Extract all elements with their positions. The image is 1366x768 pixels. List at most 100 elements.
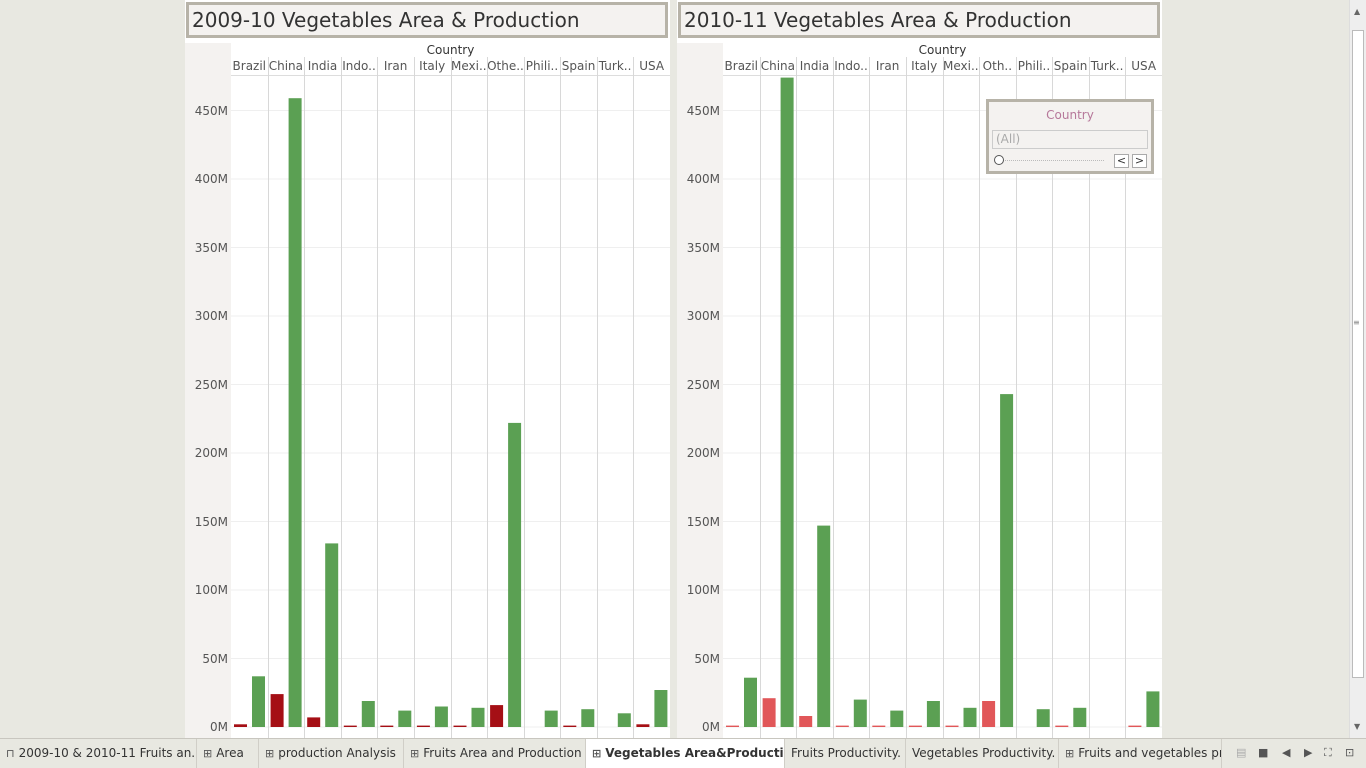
y-axis-area: [185, 43, 231, 738]
header-divider: [268, 57, 269, 76]
tab-fruits-vegetables[interactable]: ⊞ Fruits and vegetables pro: [1059, 739, 1222, 768]
previous-button[interactable]: <: [1114, 154, 1129, 168]
y-tick-label: 300M: [686, 309, 720, 323]
area-bar[interactable]: [270, 694, 284, 727]
filter-slider-handle[interactable]: [994, 155, 1004, 165]
area-bar[interactable]: [1055, 725, 1069, 727]
vertical-scrollbar[interactable]: ▲ ≡ ▼: [1349, 0, 1366, 738]
category-label: Mexi..: [450, 59, 487, 73]
production-bar[interactable]: [853, 699, 867, 727]
fullscreen-icon[interactable]: ⛶: [1324, 746, 1332, 759]
production-bar[interactable]: [817, 525, 831, 727]
header-divider: [906, 57, 907, 76]
production-bar[interactable]: [398, 710, 412, 727]
production-bar[interactable]: [508, 422, 522, 727]
area-bar[interactable]: [908, 725, 922, 727]
grid-icon: ⊞: [410, 747, 420, 760]
header-divider: [487, 57, 488, 76]
area-bar[interactable]: [343, 725, 357, 727]
area-bar[interactable]: [234, 724, 247, 727]
y-tick-label: 250M: [194, 377, 228, 392]
category-label: Oth..: [982, 59, 1013, 73]
category-label: India: [307, 59, 338, 73]
area-bar[interactable]: [490, 705, 504, 727]
country-filter-select[interactable]: (All): [992, 130, 1148, 149]
production-bar[interactable]: [1073, 707, 1087, 727]
production-bar[interactable]: [744, 677, 757, 727]
area-bar[interactable]: [636, 724, 650, 727]
production-bar[interactable]: [926, 701, 940, 727]
y-tick-label: 450M: [194, 103, 228, 118]
area-bar[interactable]: [563, 725, 577, 727]
filter-slider-track[interactable]: [999, 160, 1104, 161]
grid-icon: ⊞: [592, 747, 602, 760]
production-bar[interactable]: [617, 713, 631, 727]
production-bar[interactable]: [544, 710, 558, 727]
category-label: India: [799, 59, 830, 73]
category-label: China: [268, 59, 303, 73]
production-bar[interactable]: [1000, 394, 1014, 727]
scroll-down-icon[interactable]: ▼: [1354, 722, 1361, 731]
production-bar[interactable]: [1036, 709, 1050, 727]
tab-fruits-productivity[interactable]: Fruits Productivity.: [785, 739, 906, 768]
present-icon[interactable]: ⊡: [1345, 746, 1355, 759]
tab-area[interactable]: ⊞ Area: [197, 739, 259, 768]
filmstrip-icon[interactable]: ▤: [1236, 746, 1247, 759]
tab-production-analysis[interactable]: ⊞ production Analysis: [259, 739, 404, 768]
prev-tab-icon[interactable]: ◀: [1282, 746, 1291, 759]
y-tick-label: 50M: [202, 651, 228, 666]
production-bar[interactable]: [890, 710, 904, 727]
dashboard-left: 2009-10 Vegetables Area & Production Cou…: [185, 0, 670, 738]
area-bar[interactable]: [726, 725, 739, 727]
area-bar[interactable]: [945, 725, 959, 727]
category-label: Spain: [561, 59, 596, 73]
production-bar[interactable]: [780, 77, 794, 728]
country-filter: Country (All) < >: [986, 99, 1154, 174]
production-bar[interactable]: [361, 701, 375, 727]
tab-fruits-area[interactable]: ⊞ Fruits Area and Production: [404, 739, 586, 768]
production-bar[interactable]: [434, 706, 448, 728]
area-bar[interactable]: [982, 701, 996, 727]
area-bar[interactable]: [416, 725, 430, 727]
y-tick-label: 350M: [194, 240, 228, 255]
header-divider: [869, 57, 870, 76]
production-bar[interactable]: [325, 543, 339, 727]
scroll-thumb[interactable]: [1352, 30, 1364, 678]
tab-view-icon[interactable]: ■: [1258, 746, 1269, 759]
scroll-up-icon[interactable]: ▲: [1354, 7, 1361, 16]
tab-vegetables-area[interactable]: ⊞ Vegetables Area&Production: [586, 739, 785, 768]
production-bar[interactable]: [288, 98, 302, 727]
category-label: Indo..: [342, 59, 376, 73]
column-header: Country Brazil China India Indo.. Iran Italy M…: [231, 43, 670, 76]
production-bar[interactable]: [471, 707, 485, 727]
production-bar[interactable]: [654, 690, 668, 727]
area-bar[interactable]: [872, 725, 886, 727]
area-bar[interactable]: [799, 716, 813, 727]
next-button[interactable]: >: [1132, 154, 1147, 168]
category-label: Turk..: [598, 59, 632, 73]
bar-chart-plot[interactable]: [231, 76, 670, 738]
header-divider: [1052, 57, 1053, 76]
area-bar[interactable]: [762, 698, 776, 727]
tab-label: Fruits Productivity.: [791, 746, 901, 760]
chart-title-box: 2009-10 Vegetables Area & Production: [186, 2, 668, 38]
area-bar[interactable]: [835, 725, 849, 727]
production-bar[interactable]: [581, 709, 595, 727]
tab-vegetables-productivity[interactable]: Vegetables Productivity.: [906, 739, 1059, 768]
tab-story[interactable]: ⊓ 2009-10 & 2010-11 Fruits an...: [0, 739, 197, 768]
production-bar[interactable]: [1146, 691, 1160, 727]
area-bar[interactable]: [307, 717, 321, 727]
column-header-title: Country: [918, 43, 967, 57]
y-tick-label: 400M: [194, 172, 228, 186]
category-label: Italy: [911, 59, 938, 73]
header-divider: [560, 57, 561, 76]
production-bar[interactable]: [252, 676, 265, 727]
y-tick-label: 0M: [702, 720, 720, 734]
bar-chart-plot[interactable]: [723, 76, 1162, 738]
area-bar[interactable]: [380, 725, 394, 727]
next-tab-icon[interactable]: ▶: [1304, 746, 1313, 759]
area-bar[interactable]: [453, 725, 467, 727]
y-tick-label: 100M: [194, 583, 228, 597]
area-bar[interactable]: [1128, 725, 1142, 727]
production-bar[interactable]: [963, 707, 977, 727]
